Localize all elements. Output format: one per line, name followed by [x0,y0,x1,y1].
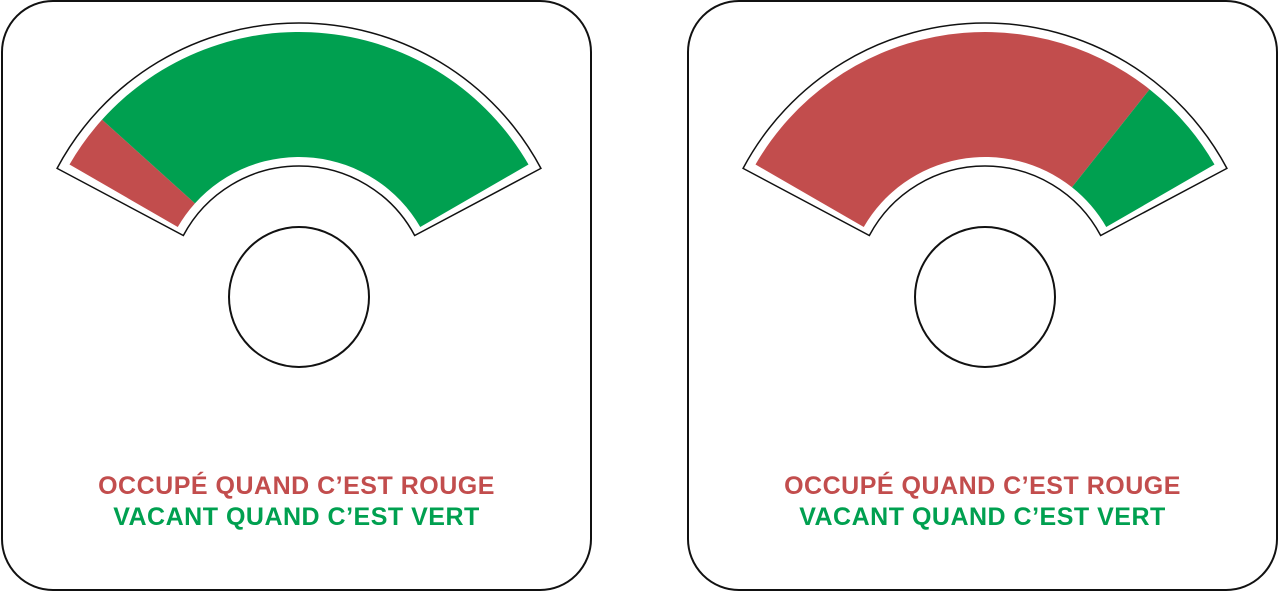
occupied-red-segment [69,119,195,227]
vacant-label: VACANT QUAND C’EST VERT [113,503,480,531]
spindle-hole [228,226,370,368]
vacant-green-segment [102,31,529,227]
door-indicator-card-vacant: OCCUPÉ QUAND C’EST ROUGE VACANT QUAND C’… [1,0,592,591]
spindle-hole [914,226,1056,368]
indicator-gauge [742,22,1228,368]
occupied-label: OCCUPÉ QUAND C’EST ROUGE [784,472,1181,500]
vacant-green-segment [1071,89,1215,227]
gauge-outline [742,22,1228,237]
occupied-label: OCCUPÉ QUAND C’EST ROUGE [98,472,495,500]
gauge-outline [56,22,542,237]
occupied-red-segment [755,31,1150,227]
indicator-gauge [56,22,542,368]
vacant-label: VACANT QUAND C’EST VERT [799,503,1166,531]
door-indicator-card-occupied: OCCUPÉ QUAND C’EST ROUGE VACANT QUAND C’… [687,0,1278,591]
